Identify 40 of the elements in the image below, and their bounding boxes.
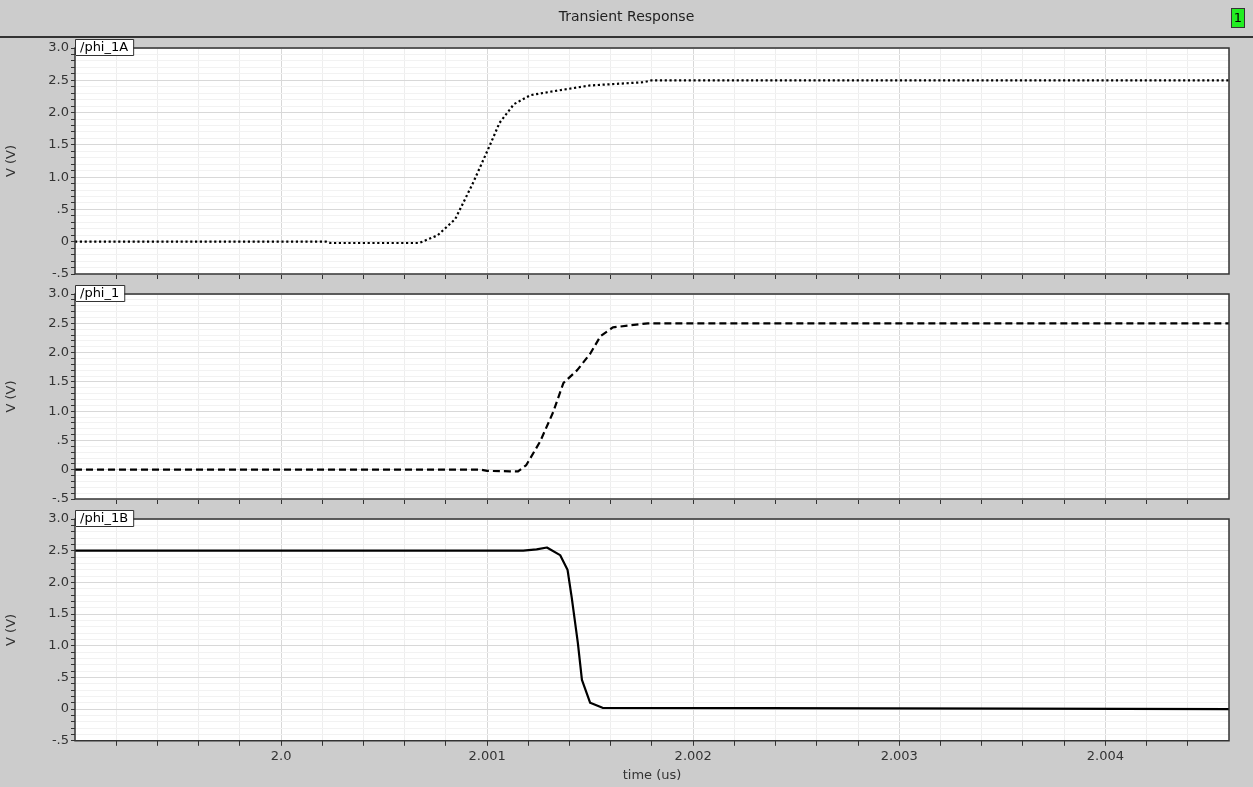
series-label: /phi_1B xyxy=(80,510,129,526)
x-tick-label: 2.002 xyxy=(674,747,712,763)
text: /phi_1A xyxy=(80,39,129,55)
y-axis-title: V (V) xyxy=(3,144,19,178)
y-tick-label: -.5 xyxy=(51,490,69,506)
y-tick-label: 3.0 xyxy=(48,39,69,55)
y-tick-label: -.5 xyxy=(51,265,69,281)
y-tick-label: .5 xyxy=(56,200,69,216)
y-tick-label: 1.5 xyxy=(48,605,69,621)
text: 1 xyxy=(1230,8,1245,28)
y-tick-label: 1.0 xyxy=(48,637,69,653)
y-tick-label: 2.5 xyxy=(48,542,69,558)
line-series xyxy=(75,322,1229,473)
y-tick-label: 2.5 xyxy=(48,71,69,87)
y-tick-label: 1.0 xyxy=(48,402,69,418)
y-tick-label: -.5 xyxy=(51,732,69,748)
y-tick-label: 1.5 xyxy=(48,373,69,389)
y-tick-label: 0 xyxy=(60,233,69,249)
x-tick-label: 2.003 xyxy=(880,747,918,763)
y-tick-label: 2.0 xyxy=(48,103,69,119)
y-tick-label: .5 xyxy=(56,431,69,447)
x-tick-label: 2.0 xyxy=(270,747,292,763)
x-tick-label: 2.004 xyxy=(1086,747,1124,763)
y-tick-label: 2.0 xyxy=(48,343,69,359)
text: /phi_1 xyxy=(80,285,120,301)
y-tick-label: 3.0 xyxy=(48,285,69,301)
y-tick-label: 2.0 xyxy=(48,573,69,589)
y-tick-label: 2.5 xyxy=(48,314,69,330)
line-series xyxy=(75,79,1229,245)
x-axis-title: time (us) xyxy=(622,766,682,782)
y-tick-label: 1.5 xyxy=(48,136,69,152)
y-axis-title: V (V) xyxy=(3,380,19,413)
y-tick-label: .5 xyxy=(56,668,69,684)
chart-title: Transient Response xyxy=(558,8,695,24)
y-tick-label: 0 xyxy=(60,461,69,477)
y-axis-title: V (V) xyxy=(3,613,19,646)
y-tick-label: 1.0 xyxy=(48,168,69,184)
y-tick-label: 3.0 xyxy=(48,510,69,526)
y-tick-label: 0 xyxy=(60,700,69,716)
x-tick-label: 2.001 xyxy=(468,747,506,763)
